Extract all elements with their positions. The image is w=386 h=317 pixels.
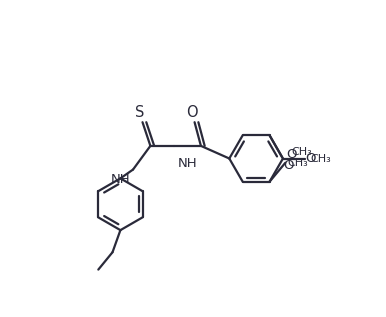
Text: O: O	[286, 148, 297, 161]
Text: CH₃: CH₃	[291, 147, 312, 157]
Text: CH₃: CH₃	[288, 158, 308, 168]
Text: CH₃: CH₃	[311, 153, 332, 164]
Text: O: O	[306, 152, 316, 165]
Text: O: O	[186, 105, 198, 120]
Text: S: S	[135, 105, 144, 120]
Text: NH: NH	[110, 173, 130, 186]
Text: O: O	[283, 159, 293, 172]
Text: NH: NH	[178, 157, 197, 170]
